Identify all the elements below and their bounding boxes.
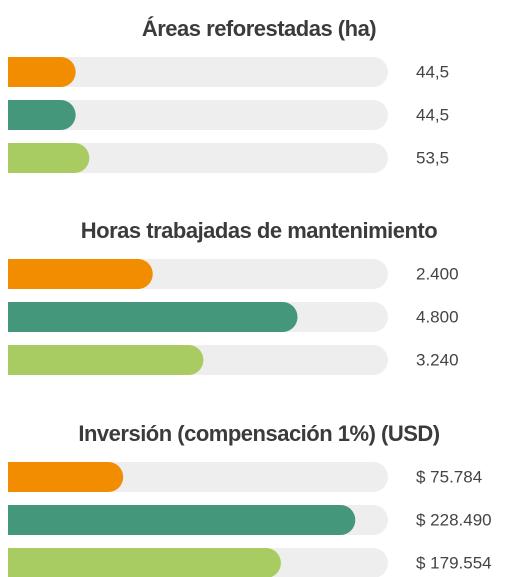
value-label: $ 179.554 [416, 553, 492, 572]
value-label: $ 228.490 [416, 510, 492, 529]
bar-track [8, 143, 388, 173]
bar [8, 345, 204, 375]
bar-track [8, 100, 388, 130]
bar [8, 259, 153, 289]
bar [8, 302, 298, 332]
chart-title: Áreas reforestadas (ha) [142, 16, 376, 41]
bar [8, 100, 76, 130]
value-label: $ 75.784 [416, 467, 482, 486]
value-label: 4.800 [416, 307, 459, 326]
bar [8, 548, 281, 577]
value-label: 44,5 [416, 105, 449, 124]
chart-title: Horas trabajadas de mantenimiento [81, 218, 437, 243]
bar-track [8, 57, 388, 87]
bar [8, 505, 356, 535]
value-label: 53,5 [416, 148, 449, 167]
chart-title: Inversión (compensación 1%) (USD) [78, 421, 439, 446]
bar [8, 57, 76, 87]
value-label: 44,5 [416, 62, 449, 81]
bar [8, 462, 124, 492]
value-label: 2.400 [416, 264, 459, 283]
value-label: 3.240 [416, 350, 459, 369]
bar [8, 143, 90, 173]
